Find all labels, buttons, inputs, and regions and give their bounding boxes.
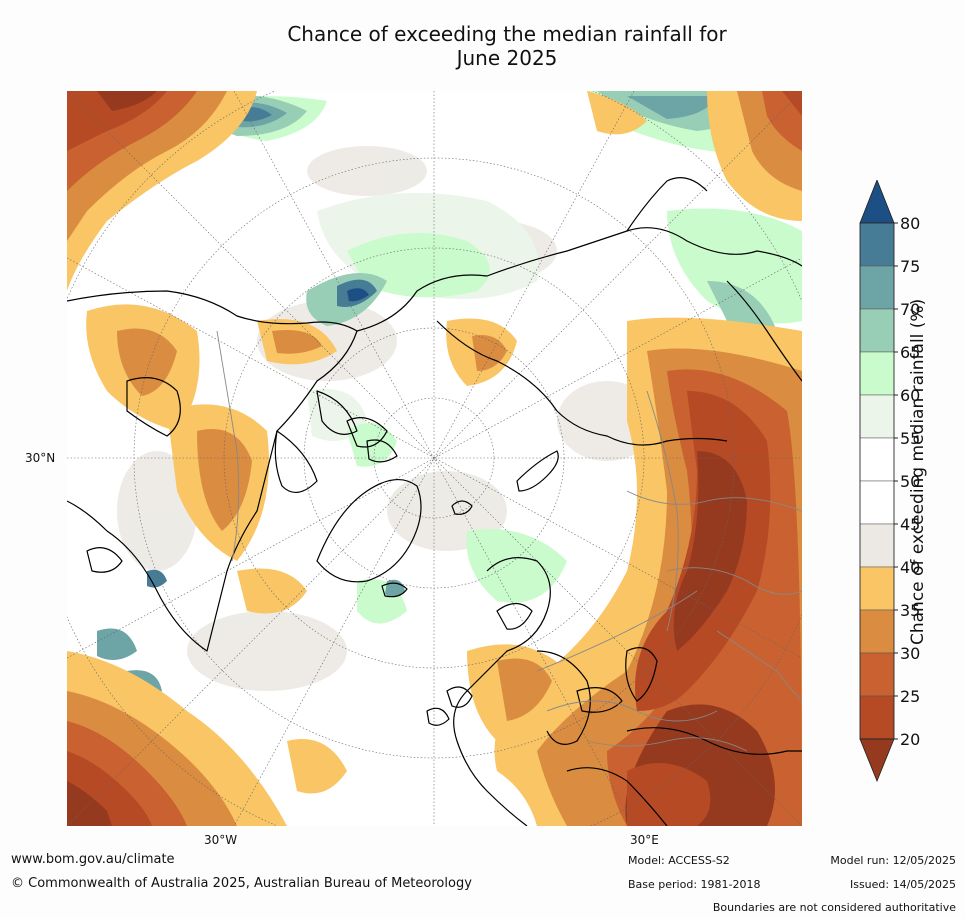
colorbar-segments xyxy=(859,180,895,783)
footer-base-period: Base period: 1981-2018 xyxy=(628,878,761,891)
country-borders xyxy=(216,330,802,752)
footer-issued: Issued: 14/05/2025 xyxy=(849,878,956,891)
footer-website: www.bom.gov.au/climate xyxy=(11,852,175,867)
colorbar-band-70-75 xyxy=(859,265,895,310)
colorbar-band-35-40 xyxy=(859,566,895,611)
colorbar-tick-label-20: 20 xyxy=(900,730,920,749)
eurasia-coast xyxy=(356,227,802,332)
lat-label-30n: 30°N xyxy=(25,451,56,465)
colorbar-band-50-55 xyxy=(859,437,895,482)
footer-disclaimer: Boundaries are not considered authoritat… xyxy=(712,901,956,914)
colorbar-tick-label-35: 35 xyxy=(900,601,920,620)
graticule xyxy=(67,91,802,826)
colorbar-ticks: 80 75 70 65 60 55 50 45 40 35 30 25 20 xyxy=(894,214,920,749)
colorbar-tick-label-45: 45 xyxy=(900,515,920,534)
europe-coast xyxy=(453,557,551,826)
colorbar-band-25-30 xyxy=(859,652,895,697)
colorbar-tick-label-60: 60 xyxy=(900,386,920,405)
map-title-line1: Chance of exceeding the median rainfall … xyxy=(287,22,727,46)
colorbar-arrow-top xyxy=(859,180,895,224)
colorbar-tick-label-40: 40 xyxy=(900,558,920,577)
footer-model-run: Model run: 12/05/2025 xyxy=(830,854,956,867)
colorbar-tick-label-55: 55 xyxy=(900,429,920,448)
rainfall-map xyxy=(67,91,802,826)
colorbar-title: Chance of exceeding median rainfall (%) xyxy=(908,298,928,645)
map-title-line2: June 2025 xyxy=(456,46,558,70)
colorbar-tick-label-75: 75 xyxy=(900,257,920,276)
colorbar-band-55-60 xyxy=(859,394,895,439)
colorbar-band-60-65 xyxy=(859,351,895,396)
colorbar-arrow-bottom xyxy=(859,738,895,783)
greenland-outline xyxy=(316,479,422,583)
footer-copyright: © Commonwealth of Australia 2025, Austra… xyxy=(11,876,472,891)
colorbar-tick-label-80: 80 xyxy=(900,214,920,233)
colorbar-tick-label-30: 30 xyxy=(900,644,920,663)
colorbar-band-45-50 xyxy=(859,480,895,525)
colorbar-band-65-70 xyxy=(859,308,895,353)
colorbar-band-75-80 xyxy=(859,222,895,267)
colorbar-tick-label-65: 65 xyxy=(900,343,920,362)
map-title: Chance of exceeding the median rainfall … xyxy=(0,22,965,70)
colorbar: 80 75 70 65 60 55 50 45 40 35 30 25 20 xyxy=(859,180,920,783)
colorbar-tick-label-25: 25 xyxy=(900,687,920,706)
colorbar-tick-label-50: 50 xyxy=(900,472,920,491)
lon-label-30w: 30°W xyxy=(204,833,238,847)
colorbar-band-30-35 xyxy=(859,609,895,654)
colorbar-band-20-25 xyxy=(859,695,895,740)
lon-label-30e: 30°E xyxy=(630,833,659,847)
iceland-outline xyxy=(381,582,408,598)
drier-than-median-areas xyxy=(67,91,802,826)
footer-model: Model: ACCESS-S2 xyxy=(628,854,730,867)
colorbar-tick-label-70: 70 xyxy=(900,300,920,319)
colorbar-band-40-45 xyxy=(859,523,895,568)
